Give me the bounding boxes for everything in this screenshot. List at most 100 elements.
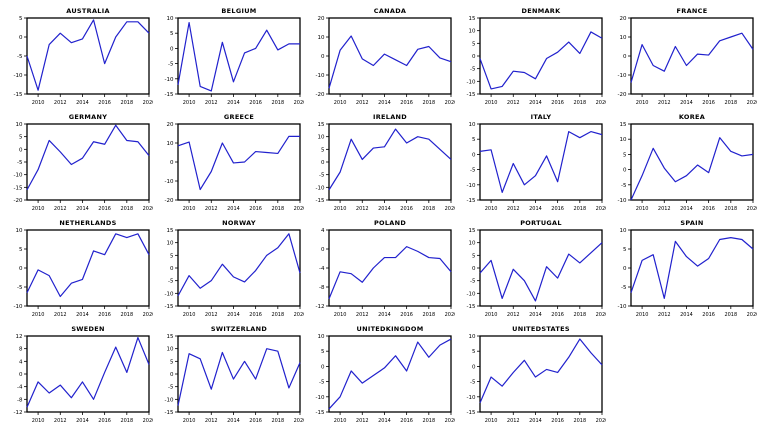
chart-unitedkingdom: UNITEDKINGDOM 10 5 0 -5 -10 -15 2010 2012 2014 20…: [307, 321, 458, 427]
y-tick-label: 0: [623, 168, 627, 174]
y-tick-label: -10: [618, 198, 627, 204]
y-tick-label: -5: [470, 168, 476, 174]
y-tick-label: 10: [167, 347, 174, 353]
x-tick-label: 2014: [227, 100, 240, 106]
x-tick-label: 2010: [183, 100, 196, 106]
y-tick-label: -5: [470, 380, 476, 386]
x-tick-label: 2010: [485, 206, 498, 212]
x-tick-label: 2010: [485, 100, 498, 106]
x-tick-label: 2018: [422, 100, 435, 106]
chart-australia: AUSTRALIA 5 0 -5 -10 -15 2010 2012 2014 2016 2018…: [5, 3, 156, 109]
y-tick-label: -10: [618, 304, 627, 310]
y-tick-label: -4: [319, 266, 325, 272]
x-tick-label: 2010: [636, 206, 649, 212]
x-tick-label: 2014: [529, 312, 542, 318]
plot-border: [630, 123, 754, 201]
x-tick-label: 2012: [205, 100, 218, 106]
data-line: [630, 237, 754, 300]
x-tick-label: 2010: [636, 100, 649, 106]
x-tick-label: 2012: [658, 100, 671, 106]
x-tick-label: 2018: [573, 100, 586, 106]
y-tick-label: 10: [16, 122, 23, 128]
y-tick-label: 5: [472, 253, 476, 259]
y-tick-label: 10: [167, 241, 174, 247]
y-tick-label: 0: [19, 147, 23, 153]
y-tick-label: 10: [318, 334, 325, 340]
chart-title: UNITEDKINGDOM: [356, 325, 424, 333]
plot-border: [328, 17, 452, 95]
x-tick-label: 2018: [120, 100, 133, 106]
data-line: [630, 137, 754, 201]
x-tick-label: 2014: [227, 312, 240, 318]
y-tick-label: -10: [14, 73, 23, 79]
data-line: [328, 338, 452, 410]
x-tick-label: 2012: [507, 418, 520, 424]
y-tick-label: -15: [467, 410, 476, 416]
y-tick-label: -10: [467, 183, 476, 189]
y-tick-label: 0: [472, 266, 476, 272]
plot-border: [328, 229, 452, 307]
y-tick-label: 0: [623, 266, 627, 272]
y-tick-label: 5: [472, 349, 476, 355]
y-tick-label: 5: [321, 147, 325, 153]
y-tick-label: -20: [14, 198, 23, 204]
y-tick-label: -10: [467, 79, 476, 85]
y-tick-label: -5: [319, 380, 325, 386]
y-tick-label: -10: [316, 395, 325, 401]
y-tick-label: 5: [170, 253, 174, 259]
y-tick-label: -10: [165, 77, 174, 83]
x-tick-label: 2014: [76, 312, 89, 318]
x-tick-label: 2014: [378, 312, 391, 318]
y-tick-label: 5: [19, 135, 23, 141]
y-tick-label: 5: [19, 247, 23, 253]
y-tick-label: 10: [620, 137, 627, 143]
plot-border: [26, 335, 150, 413]
y-tick-label: 5: [19, 16, 23, 22]
y-tick-label: 0: [472, 54, 476, 60]
y-tick-label: 5: [170, 31, 174, 37]
x-tick-label: 2010: [334, 312, 347, 318]
y-tick-label: 15: [469, 228, 476, 234]
chart-title: CANADA: [373, 7, 407, 15]
x-tick-label: 2016: [400, 312, 413, 318]
y-tick-label: -15: [165, 92, 174, 98]
x-tick-label: 2010: [183, 312, 196, 318]
chart-title: SWEDEN: [71, 325, 105, 333]
chart-title: GREECE: [223, 113, 255, 121]
chart-title: GERMANY: [68, 113, 108, 121]
chart-title: IRELAND: [373, 113, 407, 121]
x-tick-label: 2018: [271, 312, 284, 318]
y-tick-label: 15: [167, 228, 174, 234]
y-tick-label: -8: [17, 397, 23, 403]
x-tick-label: 2012: [658, 206, 671, 212]
y-tick-label: 0: [19, 266, 23, 272]
chart-title: SWITZERLAND: [210, 325, 268, 333]
chart-unitedstates: UNITEDSTATES 10 5 0 -5 -10 -15 2010 2012 2014 201…: [458, 321, 609, 427]
data-line: [630, 32, 754, 83]
plot-border: [479, 335, 603, 413]
y-tick-label: 5: [321, 349, 325, 355]
y-tick-label: 10: [167, 141, 174, 147]
y-tick-label: 10: [318, 35, 325, 41]
x-tick-label: 2010: [334, 206, 347, 212]
x-tick-label: 2012: [356, 206, 369, 212]
y-tick-label: -10: [316, 73, 325, 79]
plot-border: [177, 17, 301, 95]
y-tick-label: -12: [14, 410, 23, 416]
x-tick-label: 2018: [120, 312, 133, 318]
